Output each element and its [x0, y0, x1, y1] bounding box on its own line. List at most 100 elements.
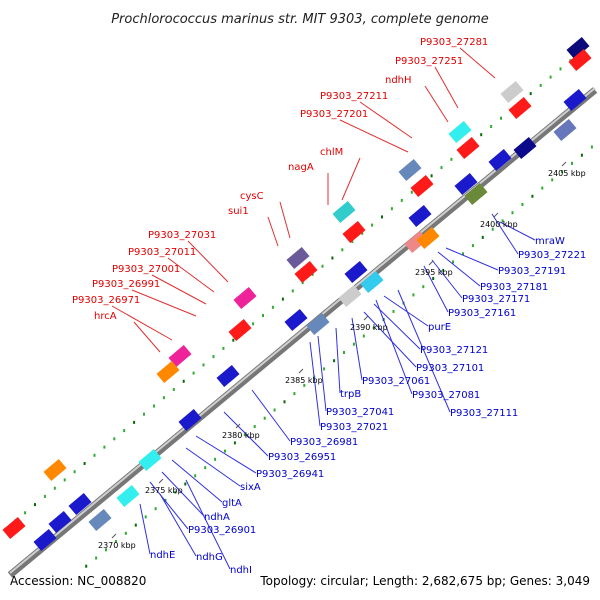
ruler-tick-mark	[428, 260, 434, 266]
reverse-leader-line	[171, 459, 223, 503]
reverse-leader-line	[431, 259, 463, 299]
ruler-tick-label: 2400 kbp	[480, 220, 518, 229]
forward-gene-label: hrcA	[94, 311, 117, 322]
reverse-gene	[306, 312, 330, 336]
forward-gene	[448, 120, 472, 144]
forward-gene-label: P9303_26991	[92, 279, 160, 290]
reverse-gene	[416, 226, 440, 250]
forward-gene	[156, 360, 180, 384]
gc-dot	[281, 297, 284, 301]
reverse-leader-line	[363, 311, 417, 368]
gc-dot	[134, 523, 137, 527]
ruler-tick-label: 2390 kbp	[350, 323, 388, 332]
reverse-leader-line	[185, 479, 231, 570]
forward-gene-label: P9303_27251	[395, 56, 463, 67]
forward-gene	[168, 344, 192, 368]
gc-dot	[103, 445, 106, 449]
reverse-gene	[88, 508, 112, 532]
gc-dot	[184, 482, 187, 486]
forward-gene	[410, 174, 434, 198]
gc-dot	[204, 466, 207, 470]
gc-dot	[144, 515, 147, 519]
gc-dot	[214, 457, 217, 461]
gc-dot	[154, 507, 157, 511]
gc-dot	[202, 363, 205, 367]
forward-gene	[342, 220, 366, 244]
genome-summary-text: Topology: circular; Length: 2,682,675 bp…	[259, 574, 590, 588]
forward-leader-line	[279, 201, 291, 239]
gc-dot	[53, 486, 56, 490]
reverse-gene-label: P9303_26981	[290, 437, 358, 448]
reverse-gene-label: P9303_27191	[498, 266, 566, 277]
forward-gene	[216, 364, 240, 388]
forward-gene-label: P9303_27031	[148, 230, 216, 241]
gc-dot	[283, 400, 286, 404]
gc-dot	[400, 198, 403, 202]
reverse-leader-line	[317, 335, 327, 412]
gc-dot	[372, 326, 375, 330]
reverse-gene	[178, 408, 202, 432]
reverse-leader-line	[491, 213, 519, 255]
gc-dot	[531, 194, 534, 198]
forward-gene-label: nagA	[288, 162, 314, 173]
gc-dot	[73, 470, 76, 474]
gc-dot	[392, 309, 395, 313]
gc-dot	[452, 260, 454, 264]
gc-dot	[551, 178, 554, 182]
gc-dot	[371, 223, 374, 227]
gc-dot	[590, 145, 593, 149]
reverse-gene	[563, 88, 587, 112]
gc-dot	[480, 133, 483, 137]
reverse-gene	[68, 492, 92, 516]
reverse-gene	[48, 510, 72, 534]
forward-gene	[508, 96, 532, 120]
reverse-gene-label: ndhE	[150, 550, 175, 561]
gc-dot	[232, 338, 235, 342]
gc-dot	[352, 342, 355, 346]
gc-dot	[114, 540, 117, 543]
forward-gene	[568, 48, 592, 72]
gc-dot	[93, 453, 96, 457]
gc-dot	[222, 346, 225, 350]
reverse-gene-label: ndhI	[230, 565, 252, 576]
gc-dot	[143, 412, 145, 416]
reverse-gene	[566, 36, 590, 60]
gc-dot	[410, 190, 413, 194]
gc-dot	[580, 153, 583, 157]
gc-dot	[362, 334, 365, 338]
gc-dot	[243, 433, 246, 437]
reverse-gene-label: ndhA	[204, 512, 230, 523]
gc-dot	[233, 441, 236, 445]
reverse-leader-line	[185, 447, 241, 487]
reverse-leader-line	[373, 303, 421, 350]
gc-dot	[432, 277, 435, 280]
reverse-leader-line	[139, 503, 151, 555]
forward-gene-label: sui1	[228, 206, 249, 217]
reverse-leader-line	[309, 341, 321, 427]
gc-dot	[43, 494, 46, 498]
forward-leader-line	[133, 321, 161, 353]
gc-dot	[113, 437, 116, 441]
ruler-tick-mark	[235, 423, 241, 429]
gc-dot	[361, 231, 364, 235]
ruler-tick-label: 2395 kbp	[415, 268, 453, 277]
gc-dot	[351, 240, 354, 243]
reverse-gene	[454, 172, 478, 196]
gc-dot	[412, 293, 415, 297]
accession-text: Accession: NC_008820	[10, 574, 146, 588]
ruler-tick-mark	[561, 161, 567, 167]
gc-dot	[262, 314, 264, 317]
reverse-gene-label: mraW	[535, 236, 565, 247]
forward-leader-line	[424, 85, 449, 123]
reverse-gene-label: P9303_27061	[362, 376, 430, 387]
reverse-gene	[138, 448, 162, 472]
gc-dot	[105, 548, 107, 552]
gc-dot	[549, 75, 552, 79]
gc-dot	[500, 116, 502, 120]
forward-gene	[294, 260, 318, 284]
forward-gene-label: chlM	[320, 147, 343, 158]
gc-dot	[450, 157, 453, 161]
reverse-leader-line	[397, 289, 451, 413]
forward-gene	[398, 158, 422, 182]
reverse-leader-line	[445, 247, 499, 271]
